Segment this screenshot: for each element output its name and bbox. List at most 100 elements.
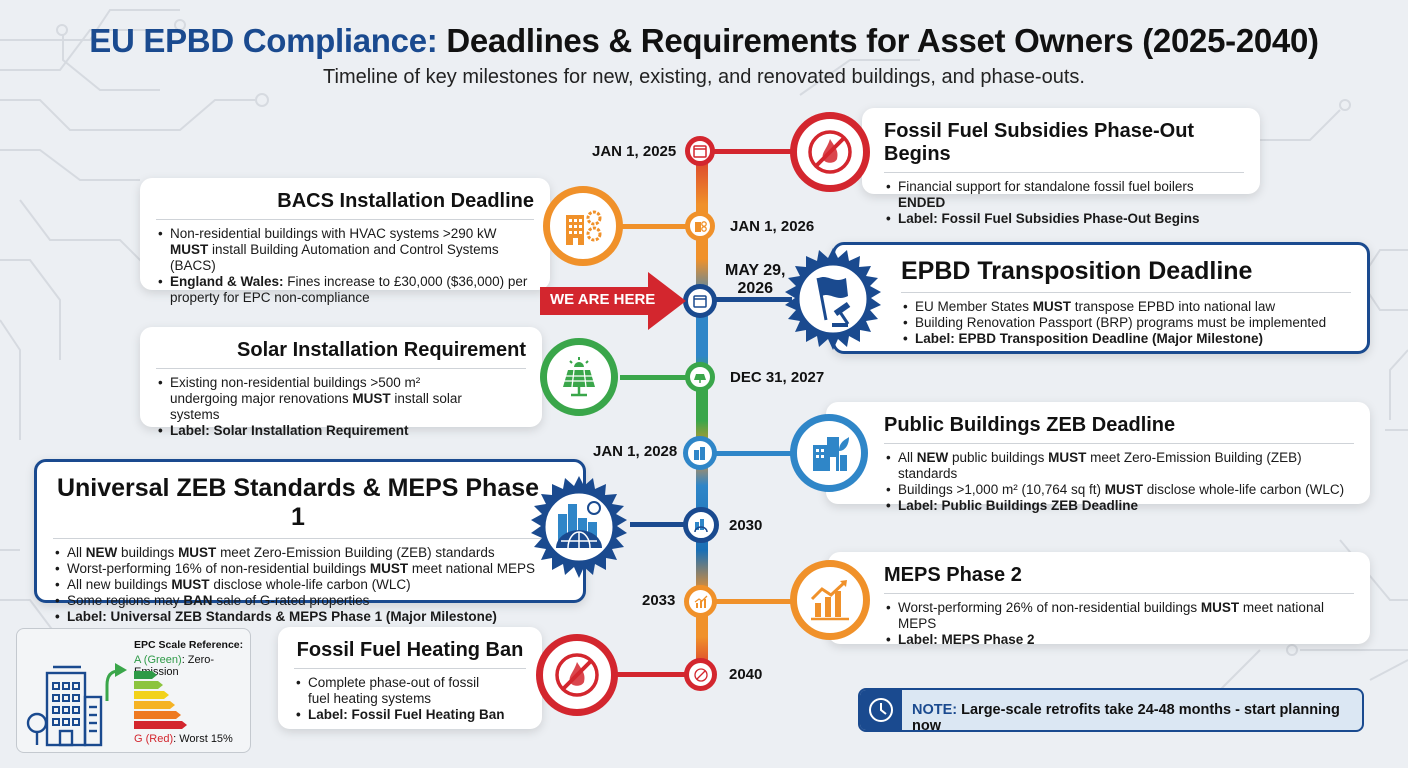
card-bullet: England & Wales: Fines increase to £30,0… [156, 274, 534, 306]
milestone-icon-2028 [790, 414, 868, 492]
solar-panel-icon [563, 357, 595, 397]
epc-rating-bars [134, 671, 187, 729]
no-fire-icon [693, 667, 708, 682]
epc-legend-g: G (Red): Worst 15% [134, 733, 233, 745]
milestone-card-epbd-transposition: EPBD Transposition Deadline EU Member St… [832, 242, 1370, 354]
date-label-2033: 2033 [642, 592, 676, 609]
clock-icon [869, 698, 893, 722]
connector-2040 [610, 672, 690, 677]
date-line-1: MAY 29, [725, 262, 786, 279]
card-bullet: Buildings >1,000 m² (10,764 sq ft) MUST … [884, 482, 1354, 498]
card-bullet: Worst-performing 16% of non-residential … [53, 561, 543, 577]
card-title: MEPS Phase 2 [884, 564, 1354, 594]
card-bullet: All NEW buildings MUST meet Zero-Emissio… [53, 545, 543, 561]
epc-scale-legend: EPC Scale Reference: A (Green): Zero-Emi… [16, 628, 251, 753]
card-bullet: Complete phase-out of fossil fuel heatin… [294, 675, 526, 707]
page-title: EU EPBD Compliance: Deadlines & Requirem… [0, 22, 1408, 60]
card-title: Universal ZEB Standards & MEPS Phase 1 [53, 474, 543, 539]
timeline-node-may-2026[interactable] [683, 284, 717, 318]
milestone-icon-2025 [790, 112, 870, 192]
solar-panel-icon [694, 374, 706, 383]
connector-may-2026 [712, 297, 792, 302]
date-label-2030: 2030 [729, 517, 763, 534]
card-label-line: Label: EPBD Transposition Deadline (Majo… [901, 331, 1351, 347]
date-label-may-2026: MAY 29, 2026 [725, 262, 785, 298]
milestone-card-heating-ban: Fossil Fuel Heating Ban Complete phase-o… [278, 627, 542, 729]
date-label-2026: JAN 1, 2026 [730, 218, 815, 235]
card-title: BACS Installation Deadline [156, 190, 534, 220]
card-label-line: Label: Solar Installation Requirement [156, 423, 526, 439]
card-label-line: Label: Universal ZEB Standards & MEPS Ph… [53, 609, 543, 625]
card-label-line: Label: Fossil Fuel Subsidies Phase-Out B… [884, 211, 1244, 227]
card-bullet: All NEW public buildings MUST meet Zero-… [884, 450, 1354, 482]
date-line-2: 2026 [737, 280, 774, 297]
connector-2025 [712, 149, 802, 154]
connector-2027 [620, 375, 690, 380]
calendar-icon [693, 145, 707, 158]
milestone-card-meps-phase2: MEPS Phase 2 Worst-performing 26% of non… [828, 552, 1370, 648]
timeline-node-2027[interactable] [685, 362, 715, 392]
milestone-card-fossil-subsidies: Fossil Fuel Subsidies Phase-Out Begins F… [862, 108, 1260, 227]
card-label-line: Label: Fossil Fuel Heating Ban [294, 707, 526, 723]
note-icon-box [860, 690, 902, 730]
card-title: Solar Installation Requirement [156, 339, 526, 369]
epc-legend-title: EPC Scale Reference: [134, 639, 244, 651]
card-bullet: Existing non-residential buildings >500 … [156, 375, 526, 423]
milestone-card-universal-zeb: Universal ZEB Standards & MEPS Phase 1 A… [34, 459, 586, 625]
card-bullet: Some regions may BAN sale of G-rated pro… [53, 593, 543, 609]
we-are-here-arrow [540, 272, 686, 330]
date-label-2025: JAN 1, 2025 [592, 143, 677, 160]
milestone-icon-2030 [528, 476, 630, 578]
timeline-node-2025[interactable] [685, 136, 715, 166]
we-are-here-label: WE ARE HERE [550, 291, 656, 308]
timeline-node-2028[interactable] [683, 436, 717, 470]
no-fire-icon [555, 653, 599, 697]
seal-badge-icon [785, 248, 881, 350]
no-fire-icon [808, 130, 852, 174]
connector-2028 [712, 451, 802, 456]
card-bullet: Non-residential buildings with HVAC syst… [156, 226, 534, 274]
milestone-icon-may-2026 [782, 248, 884, 350]
connector-2030 [630, 522, 690, 527]
card-title: Fossil Fuel Subsidies Phase-Out Begins [884, 120, 1244, 173]
building-gears-icon [566, 210, 602, 245]
date-label-2027: DEC 31, 2027 [730, 369, 825, 386]
title-accent: EU EPBD Compliance: [89, 22, 438, 59]
calendar-icon [693, 295, 707, 308]
eco-building-icon [694, 447, 705, 460]
seal-badge-icon [531, 476, 627, 578]
milestone-icon-2040 [536, 634, 618, 716]
timeline-node-2040[interactable] [684, 658, 717, 691]
card-bullet: Financial support for standalone fossil … [884, 179, 1244, 211]
card-label-line: Label: Public Buildings ZEB Deadline [884, 498, 1354, 514]
milestone-card-public-zeb: Public Buildings ZEB Deadline All NEW pu… [826, 402, 1370, 514]
connector-2026 [620, 224, 690, 229]
up-arrow-icon [115, 663, 127, 677]
note-text: NOTE: Large-scale retrofits take 24-48 m… [912, 702, 1340, 732]
card-bullet: Worst-performing 26% of non-residential … [884, 600, 1354, 632]
card-bullet: Building Renovation Passport (BRP) progr… [901, 315, 1351, 331]
card-bullet: All new buildings MUST disclose whole-li… [53, 577, 543, 593]
timeline-spine [696, 140, 708, 680]
card-label-line: Label: MEPS Phase 2 [884, 632, 1354, 648]
card-title: Fossil Fuel Heating Ban [294, 639, 526, 669]
date-label-2028: JAN 1, 2028 [593, 443, 678, 460]
timeline-node-2033[interactable] [684, 585, 717, 618]
building-gears-icon [695, 221, 707, 232]
building-icon [26, 665, 120, 747]
card-bullet: EU Member States MUST transpose EPBD int… [901, 299, 1351, 315]
card-title: EPBD Transposition Deadline [901, 257, 1351, 293]
timeline-node-2026[interactable] [685, 211, 715, 241]
milestone-icon-2026 [543, 186, 623, 266]
growth-chart-icon [694, 595, 707, 608]
eco-building-icon [813, 437, 849, 471]
growth-chart-icon [810, 580, 849, 621]
milestone-card-bacs: BACS Installation Deadline Non-residenti… [140, 178, 550, 305]
date-label-2040: 2040 [729, 666, 763, 683]
note-banner: NOTE: Large-scale retrofits take 24-48 m… [858, 688, 1364, 732]
timeline-node-2030[interactable] [683, 507, 719, 543]
connector-2033 [712, 599, 802, 604]
title-rest: Deadlines & Requirements for Asset Owner… [437, 22, 1319, 59]
milestone-icon-2027 [540, 338, 618, 416]
page-subtitle: Timeline of key milestones for new, exis… [323, 66, 1085, 88]
